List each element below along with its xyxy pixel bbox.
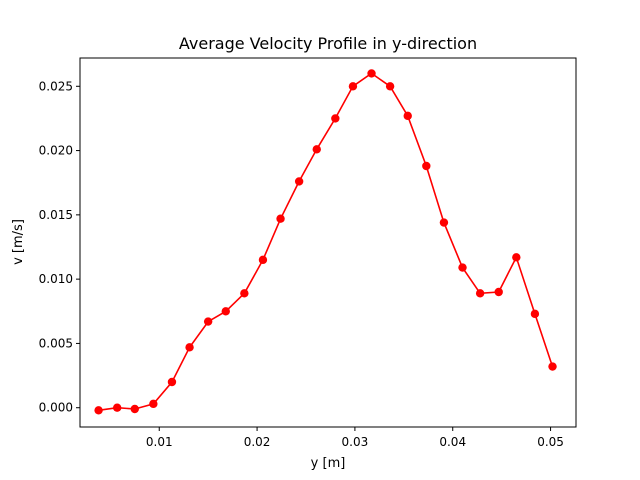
data-point <box>385 82 395 91</box>
data-point <box>240 289 249 298</box>
y-tick-label: 0.000 <box>39 401 73 415</box>
data-point <box>367 69 376 78</box>
x-axis: 0.01 0.02 0.03 0.04 0.05 <box>146 427 564 449</box>
y-tick-label: 0.025 <box>39 79 73 93</box>
y-tick-label: 0.015 <box>39 208 73 222</box>
data-point <box>149 399 158 409</box>
data-point <box>94 406 103 415</box>
x-tick-label: 0.04 <box>439 435 466 449</box>
data-point <box>403 111 412 121</box>
data-point <box>130 404 139 414</box>
y-tick-label: 0.020 <box>39 144 73 158</box>
y-tick-label: 0.005 <box>39 336 73 350</box>
data-point <box>258 255 268 265</box>
data-point <box>348 82 358 91</box>
data-point <box>312 145 321 154</box>
x-tick-label: 0.05 <box>537 435 564 449</box>
chart-title: Average Velocity Profile in y-direction <box>179 34 477 53</box>
data-point <box>112 403 122 412</box>
data-point <box>548 362 557 371</box>
series-layer <box>94 69 557 415</box>
x-tick-label: 0.03 <box>342 435 369 449</box>
data-point <box>512 253 521 262</box>
x-tick-label: 0.02 <box>244 435 271 449</box>
data-point <box>294 177 304 186</box>
data-point <box>475 289 485 298</box>
data-point <box>167 377 177 387</box>
data-point <box>530 309 540 319</box>
data-point <box>422 161 431 171</box>
data-point <box>331 114 340 123</box>
data-point <box>203 317 213 326</box>
data-point <box>439 218 449 227</box>
data-point <box>221 307 230 316</box>
x-axis-label: y [m] <box>311 456 346 471</box>
y-axis: 0.000 0.005 0.010 0.015 0.020 0.025 <box>39 79 80 415</box>
series-line <box>98 72 554 412</box>
data-point <box>276 214 285 223</box>
data-point <box>185 343 194 352</box>
plot-area <box>79 57 577 428</box>
x-tick-label: 0.01 <box>146 435 173 449</box>
data-point <box>494 287 503 297</box>
data-point <box>458 263 467 272</box>
y-tick-label: 0.010 <box>39 272 73 286</box>
y-axis-label: v [m/s] <box>11 219 26 265</box>
